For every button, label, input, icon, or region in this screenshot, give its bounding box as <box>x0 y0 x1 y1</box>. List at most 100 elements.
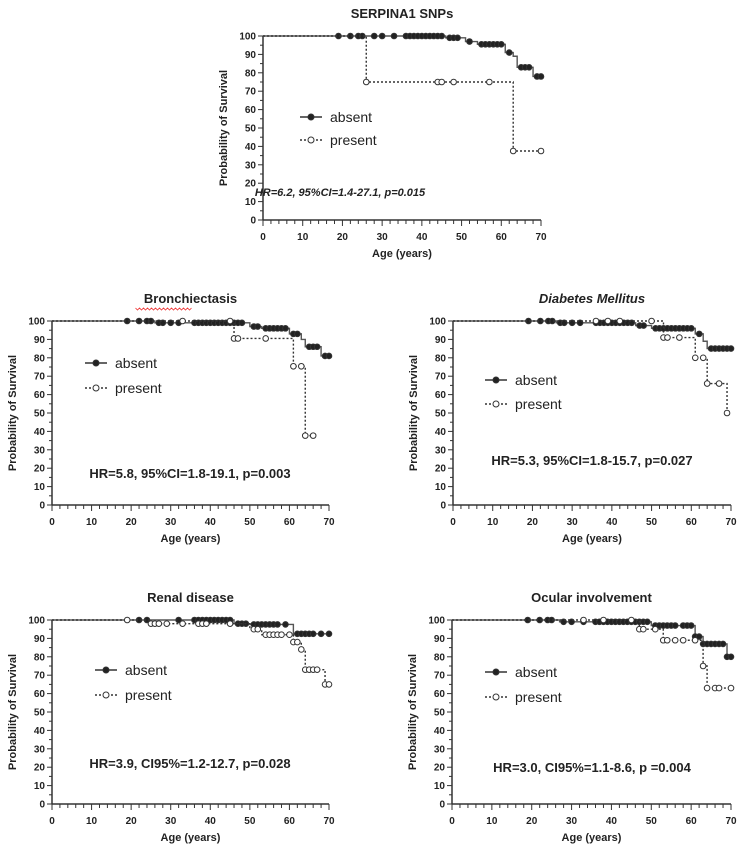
legend-marker-present <box>102 691 110 699</box>
y-tick-label: 90 <box>245 50 257 61</box>
censor-mark-absent <box>695 633 703 640</box>
x-tick-label: 20 <box>337 232 349 243</box>
censor-mark-present <box>691 636 699 644</box>
y-tick-label: 90 <box>434 634 446 645</box>
censor-mark-absent <box>727 345 735 352</box>
y-axis-label: Probability of Survival <box>218 70 230 186</box>
y-tick-label: 60 <box>34 689 46 700</box>
censor-mark-absent <box>687 622 695 629</box>
x-axis-label: Age (years) <box>562 533 622 545</box>
censor-mark-present <box>262 335 269 342</box>
censor-mark-present <box>537 147 545 155</box>
x-tick-label: 10 <box>486 816 498 827</box>
x-tick-label: 0 <box>49 517 55 528</box>
y-tick-label: 0 <box>439 800 445 811</box>
censor-mark-present <box>699 354 707 362</box>
censor-mark-present <box>509 147 517 155</box>
hazard-ratio-annotation: HR=6.2, 95%CI=1.4-27.1, p=0.015 <box>255 187 426 199</box>
x-tick-label: 60 <box>284 517 296 528</box>
censor-mark-absent <box>294 330 301 338</box>
legend-label-absent: absent <box>330 109 372 125</box>
x-tick-label: 30 <box>567 517 579 528</box>
y-axis-label: Probability of Survival <box>407 654 419 770</box>
y-tick-label: 70 <box>434 671 446 682</box>
censor-mark-present <box>450 78 457 86</box>
legend-label-present: present <box>330 132 377 148</box>
legend-label-absent: absent <box>125 662 167 678</box>
censor-mark-present <box>254 625 262 633</box>
x-tick-label: 20 <box>126 517 138 528</box>
x-tick-label: 10 <box>487 517 499 528</box>
censor-mark-absent <box>537 73 545 80</box>
y-tick-label: 90 <box>435 335 447 346</box>
legend-marker-absent <box>92 359 100 367</box>
x-tick-label: 70 <box>725 816 737 827</box>
censor-mark-absent <box>378 32 386 40</box>
y-tick-label: 80 <box>34 652 46 663</box>
censor-mark-absent <box>390 32 398 40</box>
x-tick-label: 20 <box>126 816 138 827</box>
y-tick-label: 20 <box>34 464 46 475</box>
y-tick-label: 10 <box>434 781 446 792</box>
x-tick-label: 50 <box>244 517 256 528</box>
chart-title: Renal disease <box>147 590 234 605</box>
censor-mark-present <box>727 684 735 692</box>
x-axis-label: Age (years) <box>372 248 432 260</box>
y-tick-label: 30 <box>434 744 446 755</box>
censor-mark-absent <box>274 621 281 628</box>
km-panel-4: Ocular involvement0102030405060708090100… <box>407 590 737 844</box>
chart-title: Ocular involvement <box>531 590 652 605</box>
y-tick-label: 40 <box>34 726 46 737</box>
censor-mark-present <box>616 317 624 325</box>
censor-mark-present <box>691 354 699 362</box>
censor-mark-present <box>286 631 293 639</box>
censor-mark-present <box>715 380 723 387</box>
x-tick-label: 0 <box>260 232 266 243</box>
spellcheck-underline <box>135 307 192 311</box>
survival-curve-present <box>452 619 731 689</box>
y-tick-label: 40 <box>435 427 447 438</box>
survival-curve-absent <box>453 320 731 350</box>
censor-mark-absent <box>317 630 325 638</box>
x-tick-label: 30 <box>165 517 177 528</box>
censor-mark-present <box>640 625 647 633</box>
x-tick-label: 70 <box>323 517 335 528</box>
x-tick-label: 60 <box>686 517 698 528</box>
x-tick-label: 20 <box>526 816 538 827</box>
x-tick-label: 10 <box>86 816 98 827</box>
y-tick-label: 10 <box>435 482 447 493</box>
y-tick-label: 30 <box>34 445 46 456</box>
censor-mark-present <box>298 362 305 370</box>
censor-mark-absent <box>282 325 289 332</box>
legend-label-absent: absent <box>515 664 557 680</box>
y-tick-label: 100 <box>429 317 446 328</box>
censor-mark-present <box>604 317 612 325</box>
y-tick-label: 30 <box>245 160 257 171</box>
x-axis-label: Age (years) <box>161 533 221 545</box>
censor-mark-present <box>671 636 679 644</box>
y-tick-label: 50 <box>434 708 446 719</box>
censor-mark-present <box>600 616 607 624</box>
y-tick-label: 40 <box>245 142 257 153</box>
y-tick-label: 60 <box>434 689 446 700</box>
censor-mark-absent <box>309 630 317 638</box>
x-tick-label: 60 <box>686 816 698 827</box>
x-axis-label: Age (years) <box>562 832 622 844</box>
y-tick-label: 70 <box>245 87 257 98</box>
censor-mark-absent <box>497 40 505 48</box>
censor-mark-present <box>298 646 305 653</box>
censor-mark-absent <box>313 343 321 351</box>
censor-mark-absent <box>640 322 647 329</box>
y-tick-label: 0 <box>440 501 446 512</box>
censor-mark-absent <box>254 323 262 330</box>
x-tick-label: 60 <box>496 232 508 243</box>
survival-curve-present <box>52 320 314 437</box>
censor-mark-absent <box>525 63 533 71</box>
y-tick-label: 70 <box>34 671 46 682</box>
chart-title: Bronchiectasis <box>144 291 237 306</box>
censor-mark-present <box>628 616 635 624</box>
y-tick-label: 100 <box>239 32 256 43</box>
km-panel-0: SERPINA1 SNPs 0 10 20 30 40 50 60 70 80 90 100 0 10 20… <box>218 6 547 260</box>
x-tick-label: 0 <box>450 517 456 528</box>
censor-mark-absent <box>466 38 473 45</box>
